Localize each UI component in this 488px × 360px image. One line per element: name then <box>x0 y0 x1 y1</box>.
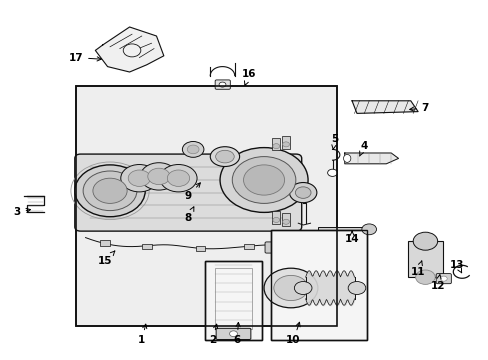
Bar <box>272 211 280 224</box>
Text: 13: 13 <box>449 260 464 273</box>
Text: 1: 1 <box>138 324 146 345</box>
Circle shape <box>264 268 317 308</box>
Circle shape <box>219 82 225 87</box>
Circle shape <box>182 141 203 157</box>
Bar <box>271 230 366 340</box>
Circle shape <box>272 144 279 149</box>
Bar <box>205 261 261 340</box>
Circle shape <box>439 276 446 281</box>
Bar <box>244 244 254 249</box>
Circle shape <box>147 168 170 185</box>
Circle shape <box>415 270 434 284</box>
Text: 14: 14 <box>344 231 359 244</box>
Text: 9: 9 <box>184 183 200 201</box>
Text: 15: 15 <box>98 251 115 266</box>
Polygon shape <box>344 153 398 164</box>
Text: 5: 5 <box>331 134 338 149</box>
Circle shape <box>289 183 316 203</box>
Bar <box>195 246 205 251</box>
Bar <box>142 244 151 249</box>
Circle shape <box>187 145 199 154</box>
Circle shape <box>160 165 197 192</box>
Circle shape <box>295 187 310 198</box>
Text: 12: 12 <box>429 275 444 291</box>
Circle shape <box>220 148 307 212</box>
Circle shape <box>123 44 141 57</box>
FancyBboxPatch shape <box>435 274 450 284</box>
Ellipse shape <box>210 147 239 167</box>
Bar <box>100 240 110 246</box>
Text: 8: 8 <box>184 207 193 223</box>
Bar <box>317 227 366 232</box>
Circle shape <box>273 275 307 301</box>
Text: 3: 3 <box>14 207 30 217</box>
FancyBboxPatch shape <box>75 154 301 231</box>
Circle shape <box>243 165 284 195</box>
Circle shape <box>294 282 311 294</box>
Circle shape <box>412 232 437 250</box>
Bar <box>76 86 337 326</box>
Bar <box>215 268 251 329</box>
Bar <box>272 138 280 150</box>
FancyBboxPatch shape <box>215 80 230 89</box>
Circle shape <box>121 165 158 192</box>
Bar <box>271 230 366 340</box>
Bar <box>205 261 261 340</box>
Bar <box>76 86 337 326</box>
Circle shape <box>83 171 137 211</box>
Text: 11: 11 <box>410 261 425 277</box>
Text: 6: 6 <box>233 323 240 345</box>
Circle shape <box>140 163 177 190</box>
Polygon shape <box>95 27 163 72</box>
Circle shape <box>93 178 127 203</box>
Circle shape <box>272 217 279 222</box>
Circle shape <box>361 224 376 235</box>
Bar <box>407 241 442 277</box>
Bar <box>282 213 289 226</box>
FancyBboxPatch shape <box>216 328 250 339</box>
Text: 2: 2 <box>209 324 217 345</box>
Polygon shape <box>351 101 417 113</box>
Circle shape <box>167 170 189 186</box>
Circle shape <box>128 170 150 186</box>
Ellipse shape <box>215 150 234 163</box>
Circle shape <box>229 331 237 337</box>
Circle shape <box>75 165 145 217</box>
Bar <box>282 136 289 149</box>
Circle shape <box>282 219 289 224</box>
Text: 4: 4 <box>359 141 367 156</box>
Text: 7: 7 <box>409 103 428 113</box>
Text: 16: 16 <box>242 69 256 85</box>
Text: 10: 10 <box>285 322 300 345</box>
Circle shape <box>282 142 289 147</box>
Circle shape <box>347 282 365 294</box>
Ellipse shape <box>343 154 350 162</box>
Circle shape <box>232 157 295 203</box>
Circle shape <box>327 169 337 176</box>
Text: 17: 17 <box>68 53 101 63</box>
FancyBboxPatch shape <box>264 242 280 253</box>
